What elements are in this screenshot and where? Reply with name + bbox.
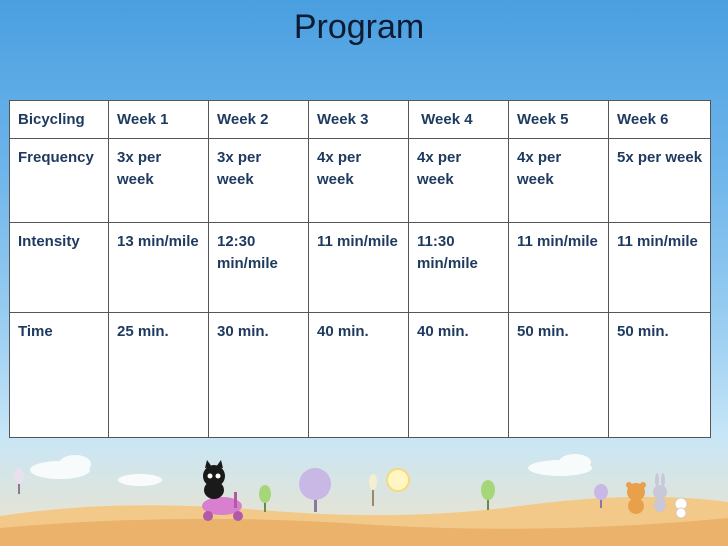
table-row: Intensity 13 min/mile 12:30 min/mile 11 …: [9, 222, 711, 313]
table-cell: 11:30 min/mile: [408, 222, 509, 313]
row-label-cell: Frequency: [9, 138, 109, 223]
sun-icon: [386, 468, 410, 492]
program-table: Bicycling Week 1 Week 2 Week 3 Week 4 We…: [9, 100, 711, 438]
tree-icon: [14, 468, 608, 512]
table-row: Frequency 3x per week 3x per week 4x per…: [9, 138, 711, 223]
table-cell: 3x per week: [208, 138, 309, 223]
ground: [0, 496, 728, 546]
row-label-cell: Intensity: [9, 222, 109, 313]
bear-icon: [626, 482, 646, 514]
table-cell: 25 min.: [108, 312, 209, 438]
table-cell: 3x per week: [108, 138, 209, 223]
header-cell: Week 6: [608, 100, 711, 139]
table-cell: 30 min.: [208, 312, 309, 438]
header-cell: Week 1: [108, 100, 209, 139]
decorative-scene: [0, 440, 728, 546]
cat-on-scooter-icon: [202, 460, 243, 521]
table-cell: 11 min/mile: [308, 222, 409, 313]
table-cell: 4x per week: [508, 138, 609, 223]
header-cell: Week 3: [308, 100, 409, 139]
cloud-icon: [30, 454, 592, 486]
table-cell: 50 min.: [608, 312, 711, 438]
row-label-cell: Time: [9, 312, 109, 438]
table-cell: 11 min/mile: [608, 222, 711, 313]
table-cell: 4x per week: [408, 138, 509, 223]
header-cell: Bicycling: [9, 100, 109, 139]
scene-illustration: [0, 454, 728, 546]
table-cell: 40 min.: [308, 312, 409, 438]
table-cell: 4x per week: [308, 138, 409, 223]
table-cell: 12:30 min/mile: [208, 222, 309, 313]
header-cell: Week 2: [208, 100, 309, 139]
header-cell: Week 5: [508, 100, 609, 139]
table-cell: 5x per week: [608, 138, 711, 223]
table-cell: 11 min/mile: [508, 222, 609, 313]
rabbit-icon: [653, 473, 667, 512]
small-rabbit-icon: [674, 497, 688, 519]
header-cell: Week 4: [408, 100, 509, 139]
table-row: Time 25 min. 30 min. 40 min. 40 min. 50 …: [9, 312, 711, 438]
table-cell: 40 min.: [408, 312, 509, 438]
slide-title: Program: [293, 8, 425, 46]
table-cell: 50 min.: [508, 312, 609, 438]
table-cell: 13 min/mile: [108, 222, 209, 313]
table-header-row: Bicycling Week 1 Week 2 Week 3 Week 4 We…: [9, 100, 711, 139]
